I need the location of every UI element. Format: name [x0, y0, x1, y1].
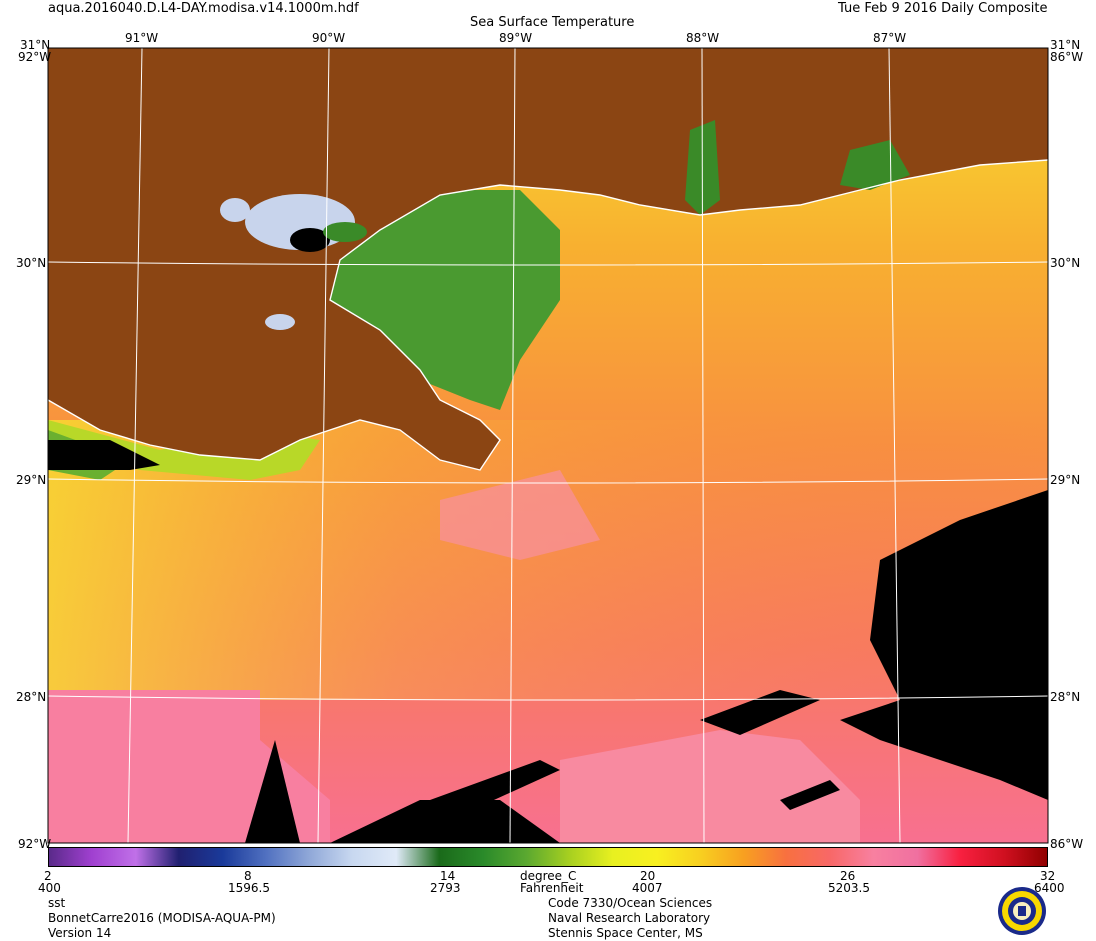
- lake-green-area: [323, 222, 367, 242]
- inland-lake: [265, 314, 295, 330]
- cbar-c-tick-20: 20: [640, 869, 656, 883]
- nodata-mid-streak: [700, 690, 820, 735]
- sst-map: [47, 47, 1049, 844]
- cbar-c-tick-14: 14: [440, 869, 456, 883]
- cbar-f-tick-4007: 4007: [632, 881, 663, 895]
- lon-label-90w: 90°W: [312, 31, 346, 45]
- cbar-unit-c: degree_C: [520, 869, 577, 883]
- footer-version: Version 14: [48, 926, 112, 940]
- nodata-south-wedge: [245, 740, 300, 843]
- chart-title: Sea Surface Temperature: [470, 15, 635, 30]
- lat-label-30n-right: 30°N: [1050, 256, 1081, 270]
- footer-code: Code 7330/Ocean Sciences: [548, 896, 713, 910]
- lon-label-89w: 89°W: [499, 31, 533, 45]
- coastline: [47, 159, 1049, 471]
- cbar-unit-f: Fahrenheit: [520, 881, 584, 895]
- lon-label-87w: 87°W: [873, 31, 907, 45]
- nodata-west-coast: [48, 440, 160, 470]
- lon-label-88w: 88°W: [686, 31, 720, 45]
- footer-lab: Naval Research Laboratory: [548, 911, 711, 925]
- corner-lat-top-right: 31°N: [1050, 38, 1081, 52]
- map-frame: [47, 47, 1049, 844]
- cbar-f-tick-2793: 2793: [430, 881, 461, 895]
- cbar-f-tick-400: 400: [38, 881, 61, 895]
- nrl-seal-logo: [998, 887, 1046, 935]
- color-bar: [48, 847, 1048, 867]
- lat-label-29n-left: 29°N: [16, 473, 47, 487]
- lat-label-28n-right: 28°N: [1050, 690, 1081, 704]
- nodata-southeast: [840, 490, 1048, 800]
- file-name: aqua.2016040.D.L4-DAY.modisa.v14.1000m.h…: [48, 1, 359, 16]
- lat-label-30n-left: 30°N: [16, 256, 47, 270]
- corner-lon-top-right: 86°W: [1050, 50, 1084, 64]
- footer-product: sst: [48, 896, 66, 910]
- land-area: [48, 48, 1048, 470]
- warm-pink-south: [560, 730, 860, 843]
- footer-dataset: BonnetCarre2016 (MODISA-AQUA-PM): [48, 911, 276, 925]
- cbar-c-tick-32: 32: [1040, 869, 1056, 883]
- footer-location: Stennis Space Center, MS: [548, 926, 703, 940]
- lat-label-29n-right: 29°N: [1050, 473, 1081, 487]
- lake-maurepas: [220, 198, 250, 222]
- cbar-c-tick-2: 2: [44, 869, 52, 883]
- cbar-c-tick-26: 26: [840, 869, 856, 883]
- cbar-f-tick-1596: 1596.5: [228, 881, 270, 895]
- lake-dark-area: [290, 228, 330, 252]
- pensacola-bay: [840, 140, 910, 190]
- corner-lat-top-left: 31°N: [20, 38, 51, 52]
- lat-label-28n-left: 28°N: [16, 690, 47, 704]
- cbar-c-tick-8: 8: [244, 869, 252, 883]
- lon-label-91w: 91°W: [125, 31, 159, 45]
- warm-pink-center: [440, 470, 600, 560]
- corner-lon-bottom-left: 92°W: [18, 837, 52, 851]
- cbar-f-tick-5203: 5203.5: [828, 881, 870, 895]
- nodata-east-streak: [780, 780, 840, 810]
- nodata-south-band: [330, 800, 560, 843]
- coastal-green-water: [300, 190, 560, 410]
- corner-lon-bottom-right: 86°W: [1050, 837, 1084, 851]
- composite-date: Tue Feb 9 2016 Daily Composite: [838, 1, 1048, 16]
- corner-lon-top-left: 92°W: [18, 50, 52, 64]
- graticule: [47, 47, 1049, 844]
- cbar-f-tick-6400: 6400: [1034, 881, 1065, 895]
